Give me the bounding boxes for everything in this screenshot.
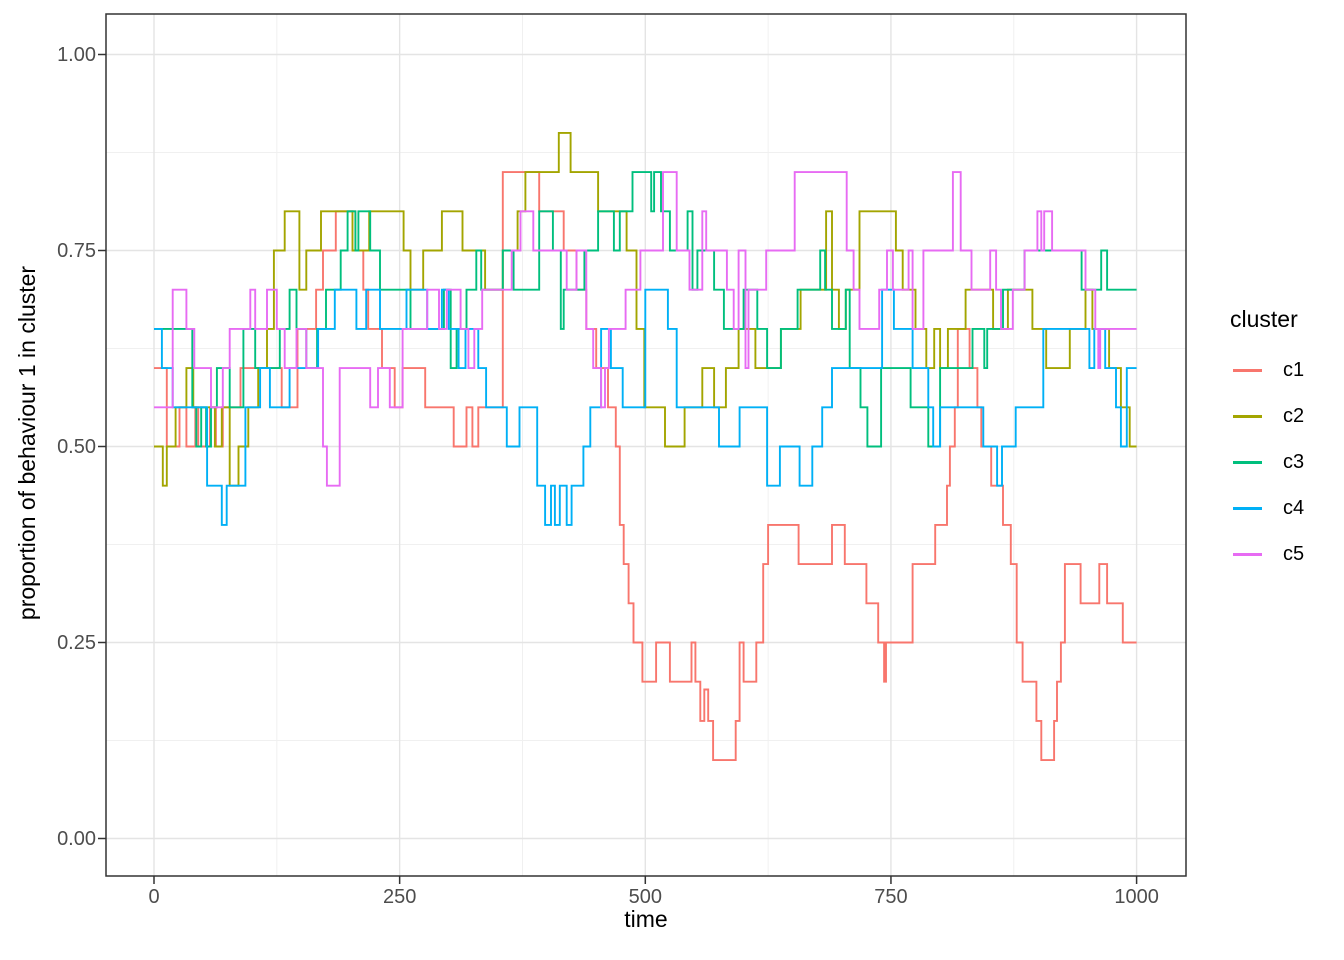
y-tick-label: 0.75 [57, 239, 96, 262]
series-line-c1 [154, 171, 1137, 762]
legend-key-line-c4 [1233, 506, 1262, 510]
legend-item-c5: c5 [1228, 531, 1304, 577]
x-tick-label: 1000 [1114, 886, 1159, 908]
legend-item-c3: c3 [1228, 439, 1304, 485]
y-tick-label: 0.50 [57, 435, 96, 458]
series-line-c5 [154, 171, 1137, 487]
legend-key-line-c3 [1233, 460, 1262, 464]
y-tick-label: 0.00 [57, 827, 96, 850]
x-axis-title: time [624, 906, 668, 932]
legend-label-c2: c2 [1283, 404, 1305, 427]
legend-item-c1: c1 [1228, 347, 1304, 393]
legend: cluster c1 c2 c3 c4 c5 [1228, 306, 1304, 577]
legend-title: cluster [1230, 306, 1298, 332]
x-tick-label: 250 [382, 886, 417, 908]
legend-label-c5: c5 [1283, 542, 1305, 565]
x-tick-label: 750 [874, 886, 908, 908]
series-line-c4 [154, 288, 1137, 526]
series-group [154, 131, 1137, 762]
legend-item-c2: c2 [1228, 393, 1304, 439]
x-tick-label: 0 [148, 886, 160, 908]
legend-key-line-c5 [1233, 552, 1262, 556]
y-tick-label: 1.00 [57, 43, 96, 66]
legend-label-c4: c4 [1283, 496, 1305, 519]
x-tick-label: 500 [628, 886, 662, 908]
legend-key-line-c1 [1233, 368, 1262, 372]
legend-label-c3: c3 [1283, 450, 1305, 473]
legend-label-c1: c1 [1283, 358, 1305, 381]
legend-key-line-c2 [1233, 414, 1262, 418]
legend-item-c4: c4 [1228, 485, 1304, 531]
y-tick-label: 0.25 [57, 631, 96, 654]
